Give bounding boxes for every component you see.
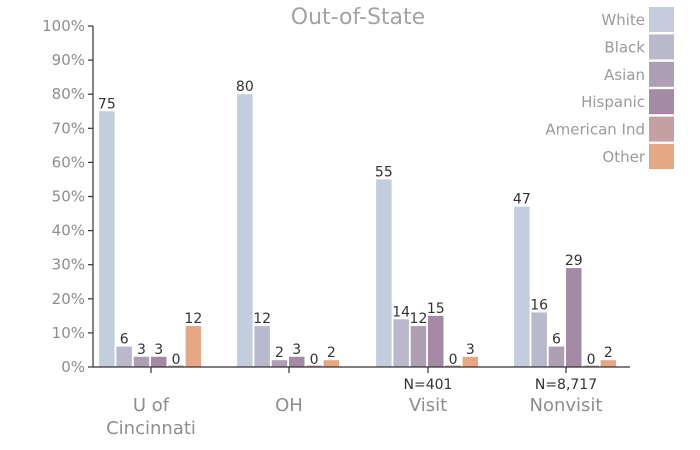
y-tick-label: 10% — [52, 324, 85, 342]
legend-swatch — [649, 116, 674, 142]
y-tick-label: 20% — [52, 290, 85, 308]
data-label: 0 — [172, 352, 181, 368]
y-tick-label: 90% — [52, 51, 85, 69]
data-label: 2 — [275, 345, 284, 361]
bar-asian — [133, 356, 150, 367]
data-label: 15 — [427, 301, 445, 317]
legend-swatch — [649, 7, 674, 32]
x-category-label: Visit — [409, 395, 447, 416]
bar-hispanic — [151, 356, 167, 367]
bar-hispanic — [566, 268, 582, 367]
bar-american-ind — [306, 365, 322, 367]
legend-label: Asian — [604, 66, 645, 84]
bar-american-ind — [168, 365, 184, 367]
data-label: 12 — [410, 311, 428, 327]
x-category-label: U of — [133, 395, 170, 416]
legend-label: American Ind — [545, 121, 645, 139]
bar-other — [185, 326, 202, 367]
bar-other — [600, 360, 617, 367]
y-axis: 0% 10% 20% 30% 40% 50% 60% 70% 80% 90% 100% — [42, 17, 94, 376]
bar-other — [462, 356, 479, 367]
legend-label: Other — [602, 148, 645, 166]
data-label: 55 — [375, 164, 393, 180]
data-label: 3 — [292, 342, 301, 358]
chart-title: Out-of-State — [291, 5, 425, 30]
data-label: 16 — [530, 297, 548, 313]
data-label: 6 — [120, 332, 129, 348]
data-label: 3 — [137, 342, 146, 358]
data-label: 0 — [310, 352, 319, 368]
bar-other — [323, 360, 340, 367]
y-tick-label: 80% — [52, 85, 85, 103]
data-label: 6 — [552, 332, 561, 348]
y-tick-label: 30% — [52, 256, 85, 274]
data-label: 80 — [236, 79, 254, 95]
legend-swatch — [649, 144, 674, 169]
data-label: 12 — [253, 311, 271, 327]
y-tick-label: 100% — [42, 17, 85, 35]
data-label: 29 — [565, 253, 583, 269]
bar-black — [531, 312, 547, 367]
y-tick-label: 0% — [61, 358, 85, 376]
legend: White Black Asian Hispanic American Ind Other — [545, 7, 674, 169]
bar-american-ind — [583, 365, 599, 367]
bar-hispanic — [428, 315, 444, 367]
x-category-label: Nonvisit — [530, 395, 603, 416]
bar-white — [514, 206, 530, 367]
x-category-label: OH — [275, 395, 303, 416]
legend-swatch — [649, 61, 674, 87]
y-tick-label: 60% — [52, 153, 85, 171]
legend-label: Hispanic — [581, 93, 645, 111]
legend-swatch — [649, 89, 674, 115]
y-tick-label: 70% — [52, 119, 85, 137]
bar-black — [116, 346, 132, 367]
x-category-label: Cincinnati — [106, 418, 196, 439]
bar-asian — [271, 360, 288, 367]
data-label: 14 — [392, 304, 410, 320]
bar-black — [254, 326, 270, 367]
data-label: 0 — [449, 352, 458, 368]
data-label: 12 — [184, 311, 202, 327]
data-label: 47 — [513, 192, 531, 208]
bar-american-ind — [445, 365, 461, 367]
bar-white — [237, 94, 253, 367]
data-label: 3 — [466, 342, 475, 358]
bar-asian — [410, 326, 427, 367]
data-label: 75 — [98, 96, 116, 112]
legend-label: Black — [604, 38, 645, 56]
bar-black — [393, 319, 409, 367]
legend-swatch — [649, 34, 674, 60]
bar-asian — [548, 346, 565, 367]
bar-hispanic — [289, 356, 305, 367]
legend-label: White — [601, 11, 645, 29]
data-label: 0 — [587, 352, 596, 368]
bar-white — [376, 179, 392, 367]
data-label: 3 — [154, 342, 163, 358]
y-tick-label: 50% — [52, 188, 85, 206]
sample-size-note: N=401 — [404, 377, 453, 393]
data-label: 2 — [604, 345, 613, 361]
sample-size-note: N=8,717 — [535, 377, 597, 393]
y-tick-label: 40% — [52, 222, 85, 240]
bar-white — [99, 111, 115, 367]
data-label: 2 — [327, 345, 336, 361]
